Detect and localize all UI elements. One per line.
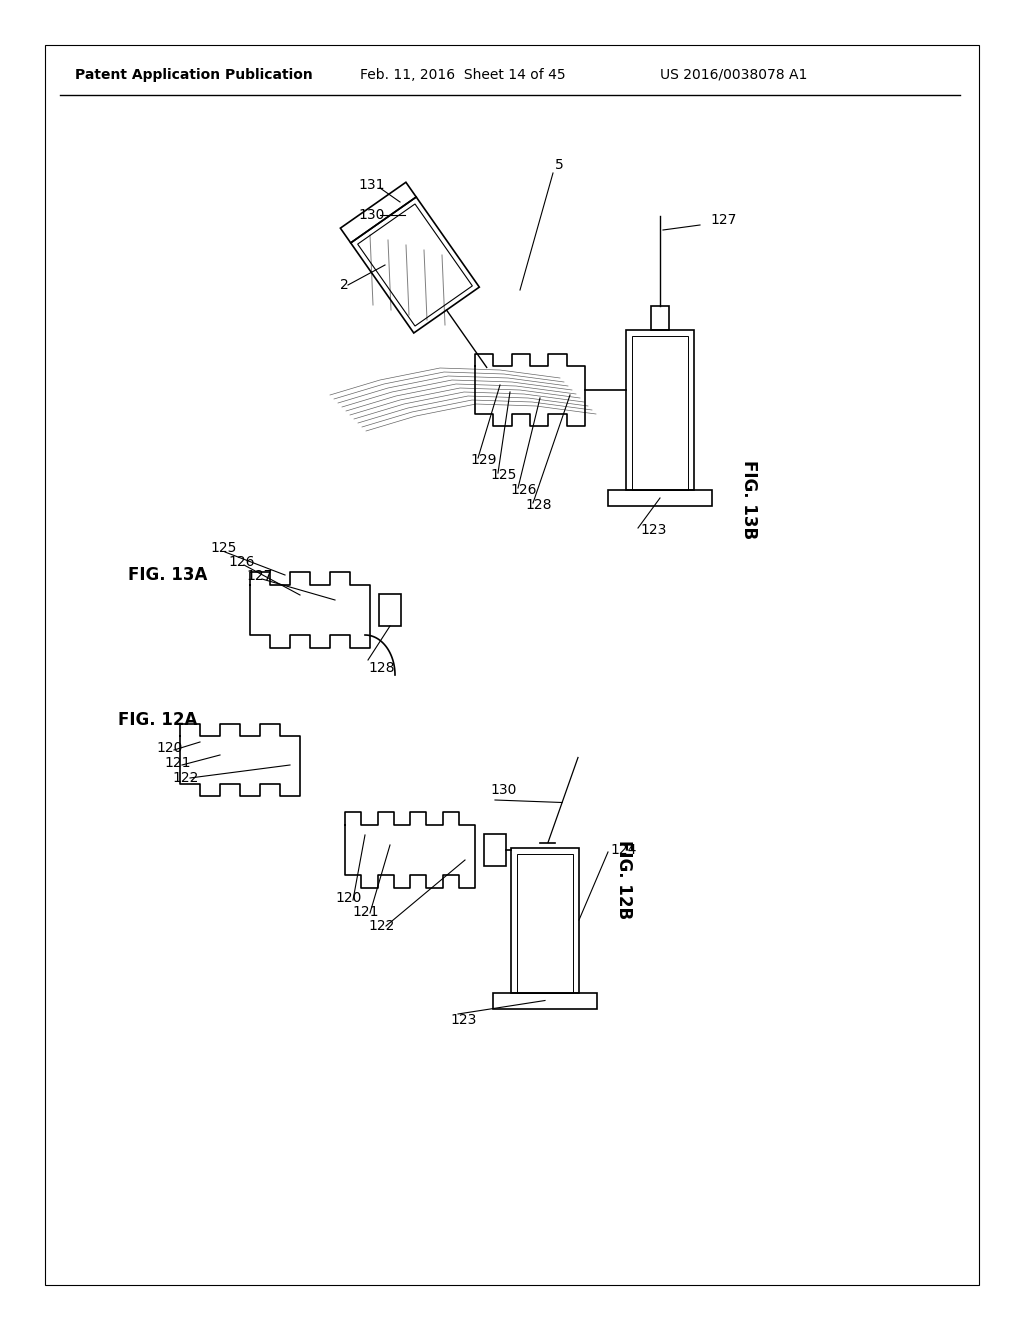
Text: 130: 130 xyxy=(490,783,516,797)
Text: Feb. 11, 2016  Sheet 14 of 45: Feb. 11, 2016 Sheet 14 of 45 xyxy=(360,69,565,82)
Bar xyxy=(632,337,688,490)
Text: 127: 127 xyxy=(246,569,272,583)
Text: 127: 127 xyxy=(710,213,736,227)
Text: FIG. 12B: FIG. 12B xyxy=(615,841,633,920)
Bar xyxy=(511,847,579,993)
Text: 125: 125 xyxy=(210,541,237,554)
Text: 5: 5 xyxy=(555,158,564,172)
Text: 128: 128 xyxy=(368,661,394,675)
Bar xyxy=(608,490,712,506)
Text: 120: 120 xyxy=(335,891,361,906)
Bar xyxy=(651,306,669,330)
Text: 121: 121 xyxy=(352,906,379,919)
Text: FIG. 13B: FIG. 13B xyxy=(740,461,758,540)
Text: US 2016/0038078 A1: US 2016/0038078 A1 xyxy=(660,69,807,82)
Text: Patent Application Publication: Patent Application Publication xyxy=(75,69,312,82)
Bar xyxy=(626,330,694,490)
Text: FIG. 13A: FIG. 13A xyxy=(128,566,208,583)
Text: 131: 131 xyxy=(358,178,384,191)
Text: 130: 130 xyxy=(358,209,384,222)
Bar xyxy=(357,205,472,326)
Bar xyxy=(484,834,506,866)
Text: 123: 123 xyxy=(640,523,667,537)
Text: 120: 120 xyxy=(156,741,182,755)
Bar xyxy=(350,197,479,333)
Text: 125: 125 xyxy=(490,469,516,482)
Text: 122: 122 xyxy=(172,771,199,785)
Text: 123: 123 xyxy=(450,1012,476,1027)
Text: 122: 122 xyxy=(368,919,394,933)
Text: 128: 128 xyxy=(525,498,552,512)
Text: 2: 2 xyxy=(340,279,349,292)
Bar xyxy=(340,182,416,243)
Text: FIG. 12A: FIG. 12A xyxy=(118,711,198,729)
Text: 121: 121 xyxy=(164,756,190,770)
Text: 124: 124 xyxy=(610,843,636,857)
Text: 126: 126 xyxy=(510,483,537,498)
Bar xyxy=(493,993,597,1008)
Bar xyxy=(517,854,573,993)
Text: 129: 129 xyxy=(470,453,497,467)
Text: 126: 126 xyxy=(228,554,255,569)
Bar xyxy=(379,594,401,626)
